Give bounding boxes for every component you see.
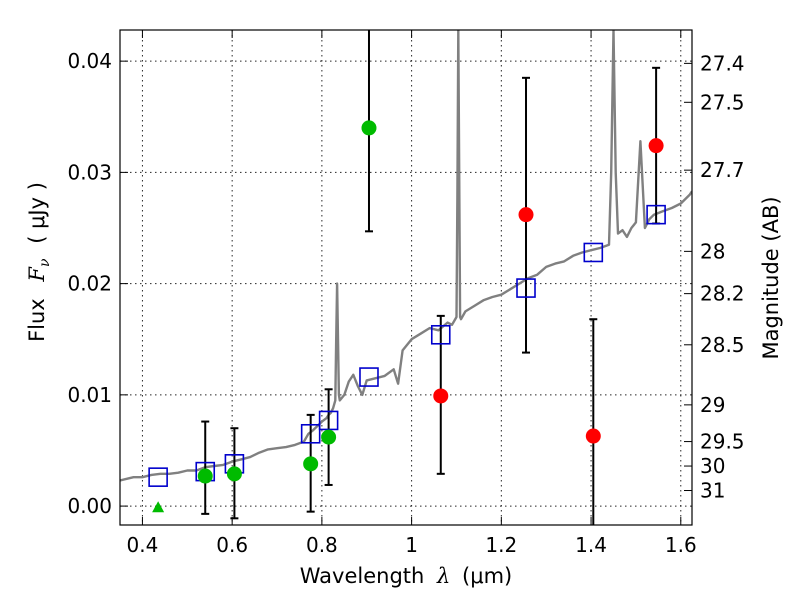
plot-frame bbox=[119, 29, 693, 526]
model-photometry-square bbox=[516, 278, 536, 298]
observed-optical-point bbox=[303, 456, 319, 472]
mag-tick-label: 27.4 bbox=[700, 51, 745, 75]
model-photometry-square bbox=[430, 324, 451, 345]
model-spectrum-line bbox=[120, 30, 692, 482]
model-photometry-square bbox=[646, 204, 666, 225]
x-tick-label: 1.2 bbox=[485, 533, 517, 557]
model-photometry-square bbox=[359, 367, 379, 387]
x-tick-label: 0.4 bbox=[127, 533, 159, 557]
model-spectrum bbox=[120, 30, 692, 482]
y-tick-label: 0.01 bbox=[67, 383, 112, 407]
upper-limit-triangle bbox=[152, 501, 165, 513]
mag-tick-label: 30 bbox=[700, 454, 725, 478]
model-photometry-square bbox=[148, 467, 168, 487]
mag-tick-label: 28.5 bbox=[700, 333, 745, 357]
x-tick-label: 1.4 bbox=[575, 533, 607, 557]
y-tick-label: 0.02 bbox=[67, 272, 112, 296]
model-photometry-square bbox=[583, 242, 604, 263]
observed-ir-point bbox=[585, 428, 601, 444]
observed-ir-point bbox=[518, 207, 534, 223]
observed-optical-point bbox=[226, 466, 242, 482]
observed-optical-point bbox=[361, 120, 377, 136]
data-markers bbox=[148, 120, 666, 513]
x-tick-label: 0.8 bbox=[306, 533, 338, 557]
mag-tick-label: 31 bbox=[700, 479, 725, 503]
x-tick-label: 1 bbox=[405, 533, 418, 557]
x-axis-label: Wavelength λ (μm) bbox=[300, 564, 512, 588]
y2-axis-label: Magnitude (AB) bbox=[759, 196, 783, 359]
observed-optical-point bbox=[321, 429, 337, 445]
observed-ir-point bbox=[433, 388, 449, 404]
mag-tick-label: 27.5 bbox=[700, 90, 745, 114]
axis-ticks: 0.4 0.6 0.8 1 1.2 1.4 1.6 0.00 0.01 0.02 0.03 0.04 2… bbox=[67, 30, 745, 557]
mag-tick-label: 27.7 bbox=[700, 158, 745, 182]
model-photometry-square bbox=[300, 423, 321, 444]
y-tick-label: 0.04 bbox=[67, 49, 112, 73]
grid bbox=[120, 30, 692, 525]
y-tick-label: 0.00 bbox=[67, 494, 112, 518]
y-axis-label: Flux Fν ( μJy ) bbox=[25, 182, 54, 342]
mag-tick-label: 29 bbox=[700, 393, 725, 417]
model-photometry-square bbox=[318, 410, 339, 431]
x-tick-label: 1.6 bbox=[665, 533, 697, 557]
x-tick-label: 0.6 bbox=[216, 533, 248, 557]
mag-tick-label: 28 bbox=[700, 239, 725, 263]
mag-tick-label: 29.5 bbox=[700, 430, 745, 454]
mag-tick-label: 28.2 bbox=[700, 282, 745, 306]
y-tick-label: 0.03 bbox=[67, 160, 112, 184]
observed-ir-point bbox=[648, 138, 664, 154]
observed-optical-point bbox=[197, 468, 213, 484]
